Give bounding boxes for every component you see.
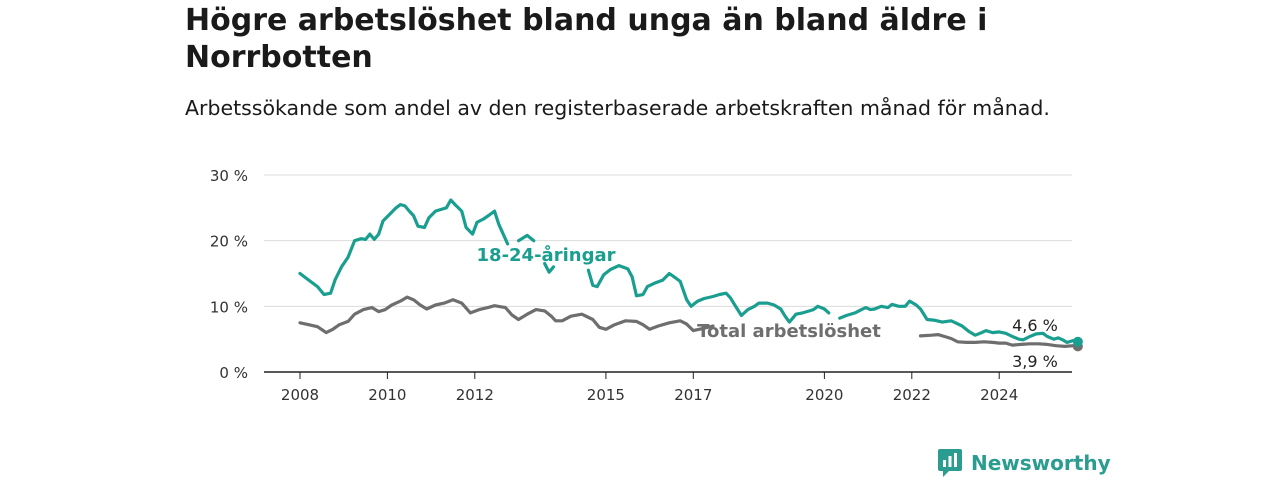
x-tick-label: 2017 <box>674 386 712 404</box>
line-chart: 0 % 10 % 20 % 30 % 2008 2010 2012 2015 2017 2020… <box>210 167 1083 404</box>
x-tick-label: 2010 <box>368 386 406 404</box>
end-label-total: 3,9 % <box>1012 352 1058 371</box>
end-point-youth <box>1072 336 1083 347</box>
series-lines <box>298 198 1083 352</box>
x-tick-label: 2022 <box>893 386 931 404</box>
end-label-youth: 4,6 % <box>1012 316 1058 335</box>
y-tick-label: 30 % <box>210 167 248 185</box>
chart-subtitle: Arbetssökande som andel av den registerb… <box>185 96 1050 120</box>
x-tick-label: 2015 <box>587 386 625 404</box>
x-tick-label: 2020 <box>805 386 843 404</box>
x-tick-label: 2024 <box>980 386 1018 404</box>
series-line-youth <box>298 198 1080 344</box>
series-label-total: Total arbetslöshet <box>697 321 881 342</box>
gridlines <box>264 174 1072 307</box>
y-tick-label: 10 % <box>210 298 248 316</box>
series-line-total <box>298 295 1080 348</box>
y-tick-label: 0 % <box>219 364 248 382</box>
series-labels: 18-24-åringar Total arbetslöshet 4,6 % 3… <box>477 244 1058 371</box>
brand-logo: Newsworthy <box>937 448 1111 478</box>
brand-name: Newsworthy <box>971 451 1111 475</box>
chart-title: Högre arbetslöshet bland unga än bland ä… <box>185 3 988 75</box>
x-axis: 2008 2010 2012 2015 2017 2020 2022 2024 <box>264 371 1072 404</box>
y-tick-label: 20 % <box>210 233 248 251</box>
y-axis: 0 % 10 % 20 % 30 % <box>210 167 248 382</box>
series-label-youth: 18-24-åringar <box>477 244 616 266</box>
x-tick-label: 2012 <box>456 386 494 404</box>
x-tick-label: 2008 <box>281 386 319 404</box>
newsworthy-logo-icon <box>938 449 962 477</box>
